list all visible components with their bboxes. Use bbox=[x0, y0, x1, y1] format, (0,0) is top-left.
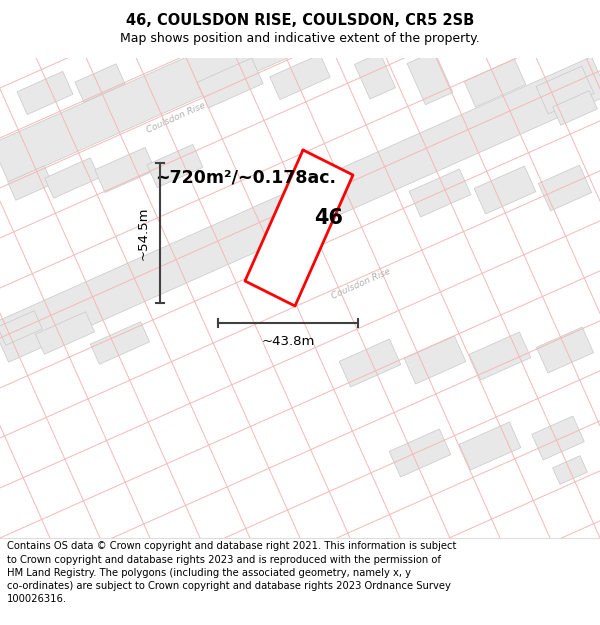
Polygon shape bbox=[389, 429, 451, 477]
Polygon shape bbox=[407, 51, 453, 104]
Polygon shape bbox=[532, 416, 584, 460]
Polygon shape bbox=[553, 91, 598, 125]
Polygon shape bbox=[245, 150, 353, 306]
Polygon shape bbox=[147, 144, 203, 188]
Text: ~43.8m: ~43.8m bbox=[262, 335, 314, 348]
Text: Coulsdon Rise: Coulsdon Rise bbox=[330, 267, 392, 301]
Polygon shape bbox=[75, 64, 125, 102]
Polygon shape bbox=[536, 327, 593, 373]
Polygon shape bbox=[95, 148, 155, 192]
Polygon shape bbox=[459, 422, 521, 470]
Text: 46: 46 bbox=[314, 208, 343, 228]
Polygon shape bbox=[404, 336, 466, 384]
Polygon shape bbox=[35, 312, 95, 354]
Polygon shape bbox=[270, 54, 330, 99]
Text: Map shows position and indicative extent of the property.: Map shows position and indicative extent… bbox=[120, 32, 480, 45]
Text: ~54.5m: ~54.5m bbox=[137, 206, 150, 260]
Text: 46, COULSDON RISE, COULSDON, CR5 2SB: 46, COULSDON RISE, COULSDON, CR5 2SB bbox=[126, 12, 474, 28]
Polygon shape bbox=[0, 0, 600, 182]
Polygon shape bbox=[474, 166, 536, 214]
Polygon shape bbox=[0, 57, 600, 362]
Polygon shape bbox=[538, 165, 592, 211]
Polygon shape bbox=[355, 53, 395, 99]
Polygon shape bbox=[197, 58, 263, 108]
Polygon shape bbox=[553, 456, 587, 484]
Polygon shape bbox=[8, 166, 52, 200]
Polygon shape bbox=[0, 311, 43, 345]
Polygon shape bbox=[469, 332, 531, 380]
Text: ~720m²/~0.178ac.: ~720m²/~0.178ac. bbox=[155, 169, 336, 187]
Polygon shape bbox=[339, 339, 401, 387]
Polygon shape bbox=[91, 322, 149, 364]
Polygon shape bbox=[536, 66, 594, 114]
Text: Coulsdon Rise: Coulsdon Rise bbox=[145, 101, 207, 135]
Polygon shape bbox=[464, 59, 526, 107]
Text: Contains OS data © Crown copyright and database right 2021. This information is : Contains OS data © Crown copyright and d… bbox=[7, 541, 457, 604]
Polygon shape bbox=[44, 158, 100, 198]
Polygon shape bbox=[17, 71, 73, 114]
Polygon shape bbox=[409, 169, 471, 217]
